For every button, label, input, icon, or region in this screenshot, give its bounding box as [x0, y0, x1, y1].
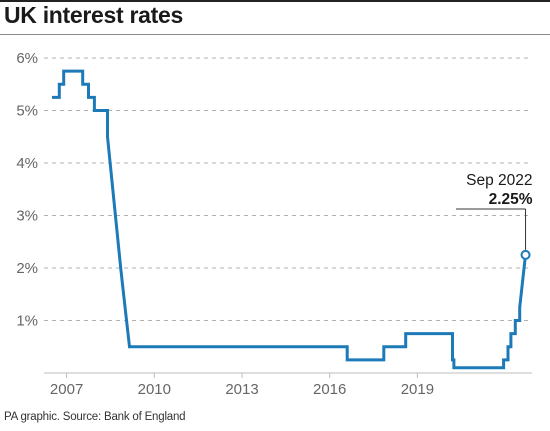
y-tick-label: 1% [16, 313, 38, 330]
title-rule [0, 34, 550, 35]
annotation-date-label: Sep 2022 [466, 172, 532, 189]
x-tick-label: 2019 [401, 381, 434, 398]
y-tick-label: 2% [16, 260, 38, 277]
y-axis-ticks: 1% 2% 3% 4% 5% 6% [16, 50, 38, 330]
annotation-value-label: 2.25% [489, 191, 533, 208]
top-rule [0, 0, 550, 2]
y-tick-label: 4% [16, 155, 38, 172]
x-tick-label: 2013 [225, 381, 258, 398]
end-point-marker [520, 249, 531, 260]
series-line-bank-rate [52, 69, 527, 370]
chart-title: UK interest rates [4, 2, 183, 28]
x-tick-label: 2010 [138, 381, 171, 398]
y-tick-label: 6% [16, 50, 38, 67]
gridlines [44, 57, 532, 321]
x-axis-ticks: 2007 2010 2013 2016 2019 [50, 373, 434, 398]
x-tick-label: 2007 [50, 381, 83, 398]
y-tick-label: 3% [16, 208, 38, 225]
x-tick-label: 2016 [313, 381, 346, 398]
y-tick-label: 5% [16, 103, 38, 120]
source-credit: PA graphic. Source: Bank of England [4, 411, 186, 423]
